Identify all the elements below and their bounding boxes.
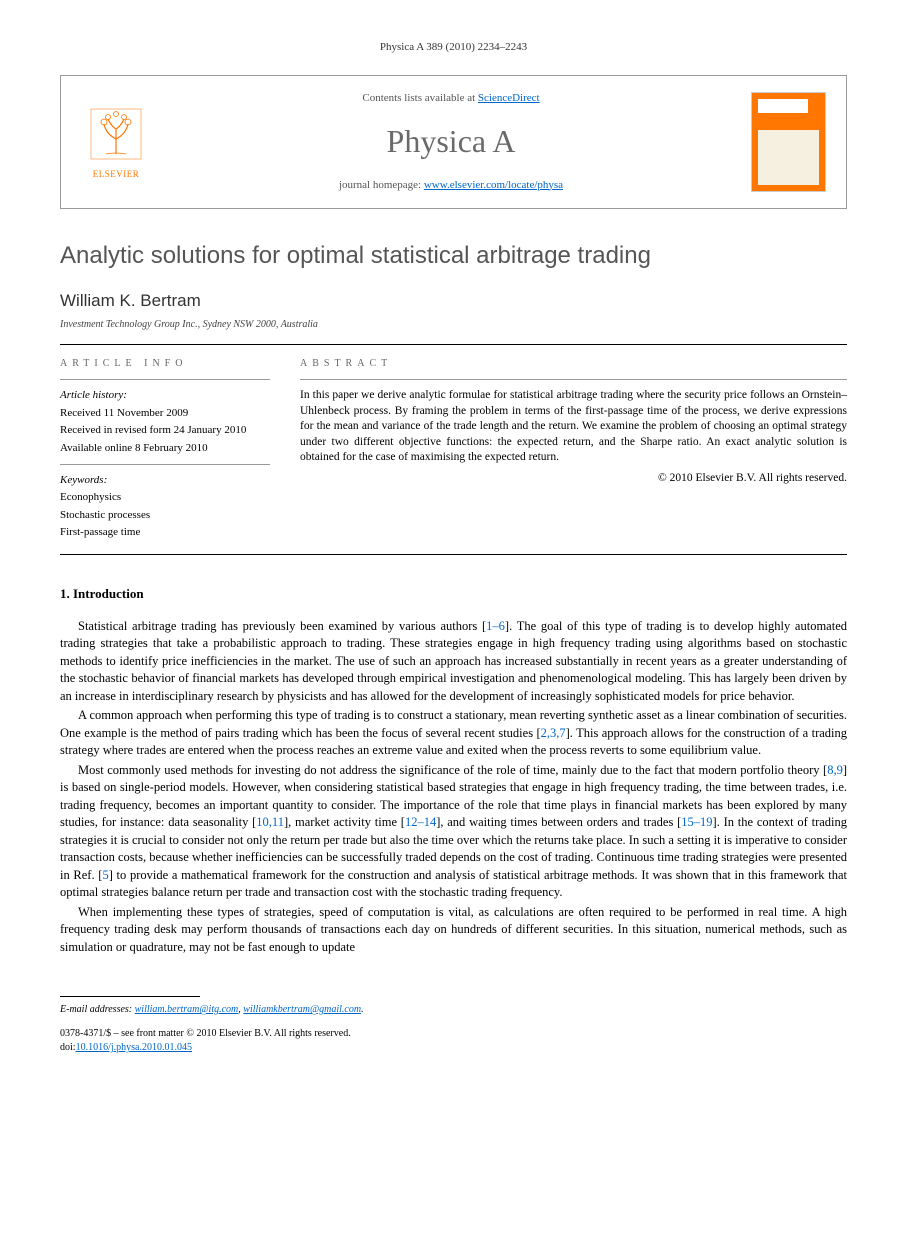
issn-line: 0378-4371/$ – see front matter © 2010 El… bbox=[60, 1027, 847, 1041]
divider bbox=[60, 344, 847, 345]
running-header: Physica A 389 (2010) 2234–2243 bbox=[60, 40, 847, 55]
journal-name: Physica A bbox=[151, 119, 751, 164]
history-label: Article history: bbox=[60, 388, 270, 403]
abstract-heading: ABSTRACT bbox=[300, 357, 847, 371]
abstract-divider bbox=[300, 379, 847, 380]
elsevier-tree-icon bbox=[86, 104, 146, 164]
doi-line: doi:10.1016/j.physa.2010.01.045 bbox=[60, 1041, 847, 1055]
citation-link[interactable]: 15–19 bbox=[681, 815, 712, 829]
homepage-line: journal homepage: www.elsevier.com/locat… bbox=[151, 178, 751, 193]
received-date: Received 11 November 2009 bbox=[60, 406, 270, 421]
citation-link[interactable]: 5 bbox=[102, 868, 108, 882]
body-paragraph: Statistical arbitrage trading has previo… bbox=[60, 618, 847, 706]
doi-link[interactable]: 10.1016/j.physa.2010.01.045 bbox=[76, 1042, 192, 1053]
article-info-column: ARTICLE INFO Article history: Received 1… bbox=[60, 357, 270, 542]
journal-reference: Physica A 389 (2010) 2234–2243 bbox=[380, 41, 527, 53]
journal-center-block: Contents lists available at ScienceDirec… bbox=[151, 91, 751, 193]
publisher-name: ELSEVIER bbox=[93, 168, 140, 181]
info-heading: ARTICLE INFO bbox=[60, 357, 270, 371]
divider bbox=[60, 554, 847, 555]
revised-date: Received in revised form 24 January 2010 bbox=[60, 423, 270, 438]
journal-masthead: ELSEVIER Contents lists available at Sci… bbox=[60, 75, 847, 209]
author-name: William K. Bertram bbox=[60, 289, 847, 313]
body-paragraph: A common approach when performing this t… bbox=[60, 707, 847, 760]
sciencedirect-link[interactable]: ScienceDirect bbox=[478, 92, 540, 104]
citation-link[interactable]: 2,3,7 bbox=[541, 726, 566, 740]
publisher-logo: ELSEVIER bbox=[81, 97, 151, 187]
citation-link[interactable]: 12–14 bbox=[405, 815, 436, 829]
contents-line: Contents lists available at ScienceDirec… bbox=[151, 91, 751, 106]
info-abstract-row: ARTICLE INFO Article history: Received 1… bbox=[60, 357, 847, 542]
online-date: Available online 8 February 2010 bbox=[60, 441, 270, 456]
citation-link[interactable]: 8,9 bbox=[827, 763, 843, 777]
email-link[interactable]: william.bertram@itg.com bbox=[135, 1004, 239, 1015]
footnote-rule bbox=[60, 996, 200, 997]
author-affiliation: Investment Technology Group Inc., Sydney… bbox=[60, 318, 847, 332]
section-1-heading: 1. Introduction bbox=[60, 585, 847, 603]
keyword: First-passage time bbox=[60, 525, 270, 540]
keywords-label: Keywords: bbox=[60, 473, 270, 488]
journal-cover-thumbnail bbox=[751, 92, 826, 192]
abstract-text: In this paper we derive analytic formula… bbox=[300, 388, 847, 466]
article-title: Analytic solutions for optimal statistic… bbox=[60, 239, 847, 273]
keyword: Econophysics bbox=[60, 490, 270, 505]
email-line: E-mail addresses: william.bertram@itg.co… bbox=[60, 1003, 847, 1017]
info-divider bbox=[60, 464, 270, 465]
email-link[interactable]: williamkbertram@gmail.com bbox=[243, 1004, 361, 1015]
info-divider bbox=[60, 379, 270, 380]
body-paragraph: Most commonly used methods for investing… bbox=[60, 762, 847, 902]
abstract-column: ABSTRACT In this paper we derive analyti… bbox=[300, 357, 847, 542]
citation-link[interactable]: 10,11 bbox=[256, 815, 284, 829]
abstract-copyright: © 2010 Elsevier B.V. All rights reserved… bbox=[300, 470, 847, 486]
citation-link[interactable]: 1–6 bbox=[486, 619, 505, 633]
body-paragraph: When implementing these types of strateg… bbox=[60, 904, 847, 957]
doi-block: 0378-4371/$ – see front matter © 2010 El… bbox=[60, 1027, 847, 1055]
homepage-link[interactable]: www.elsevier.com/locate/physa bbox=[424, 179, 563, 191]
keyword: Stochastic processes bbox=[60, 508, 270, 523]
